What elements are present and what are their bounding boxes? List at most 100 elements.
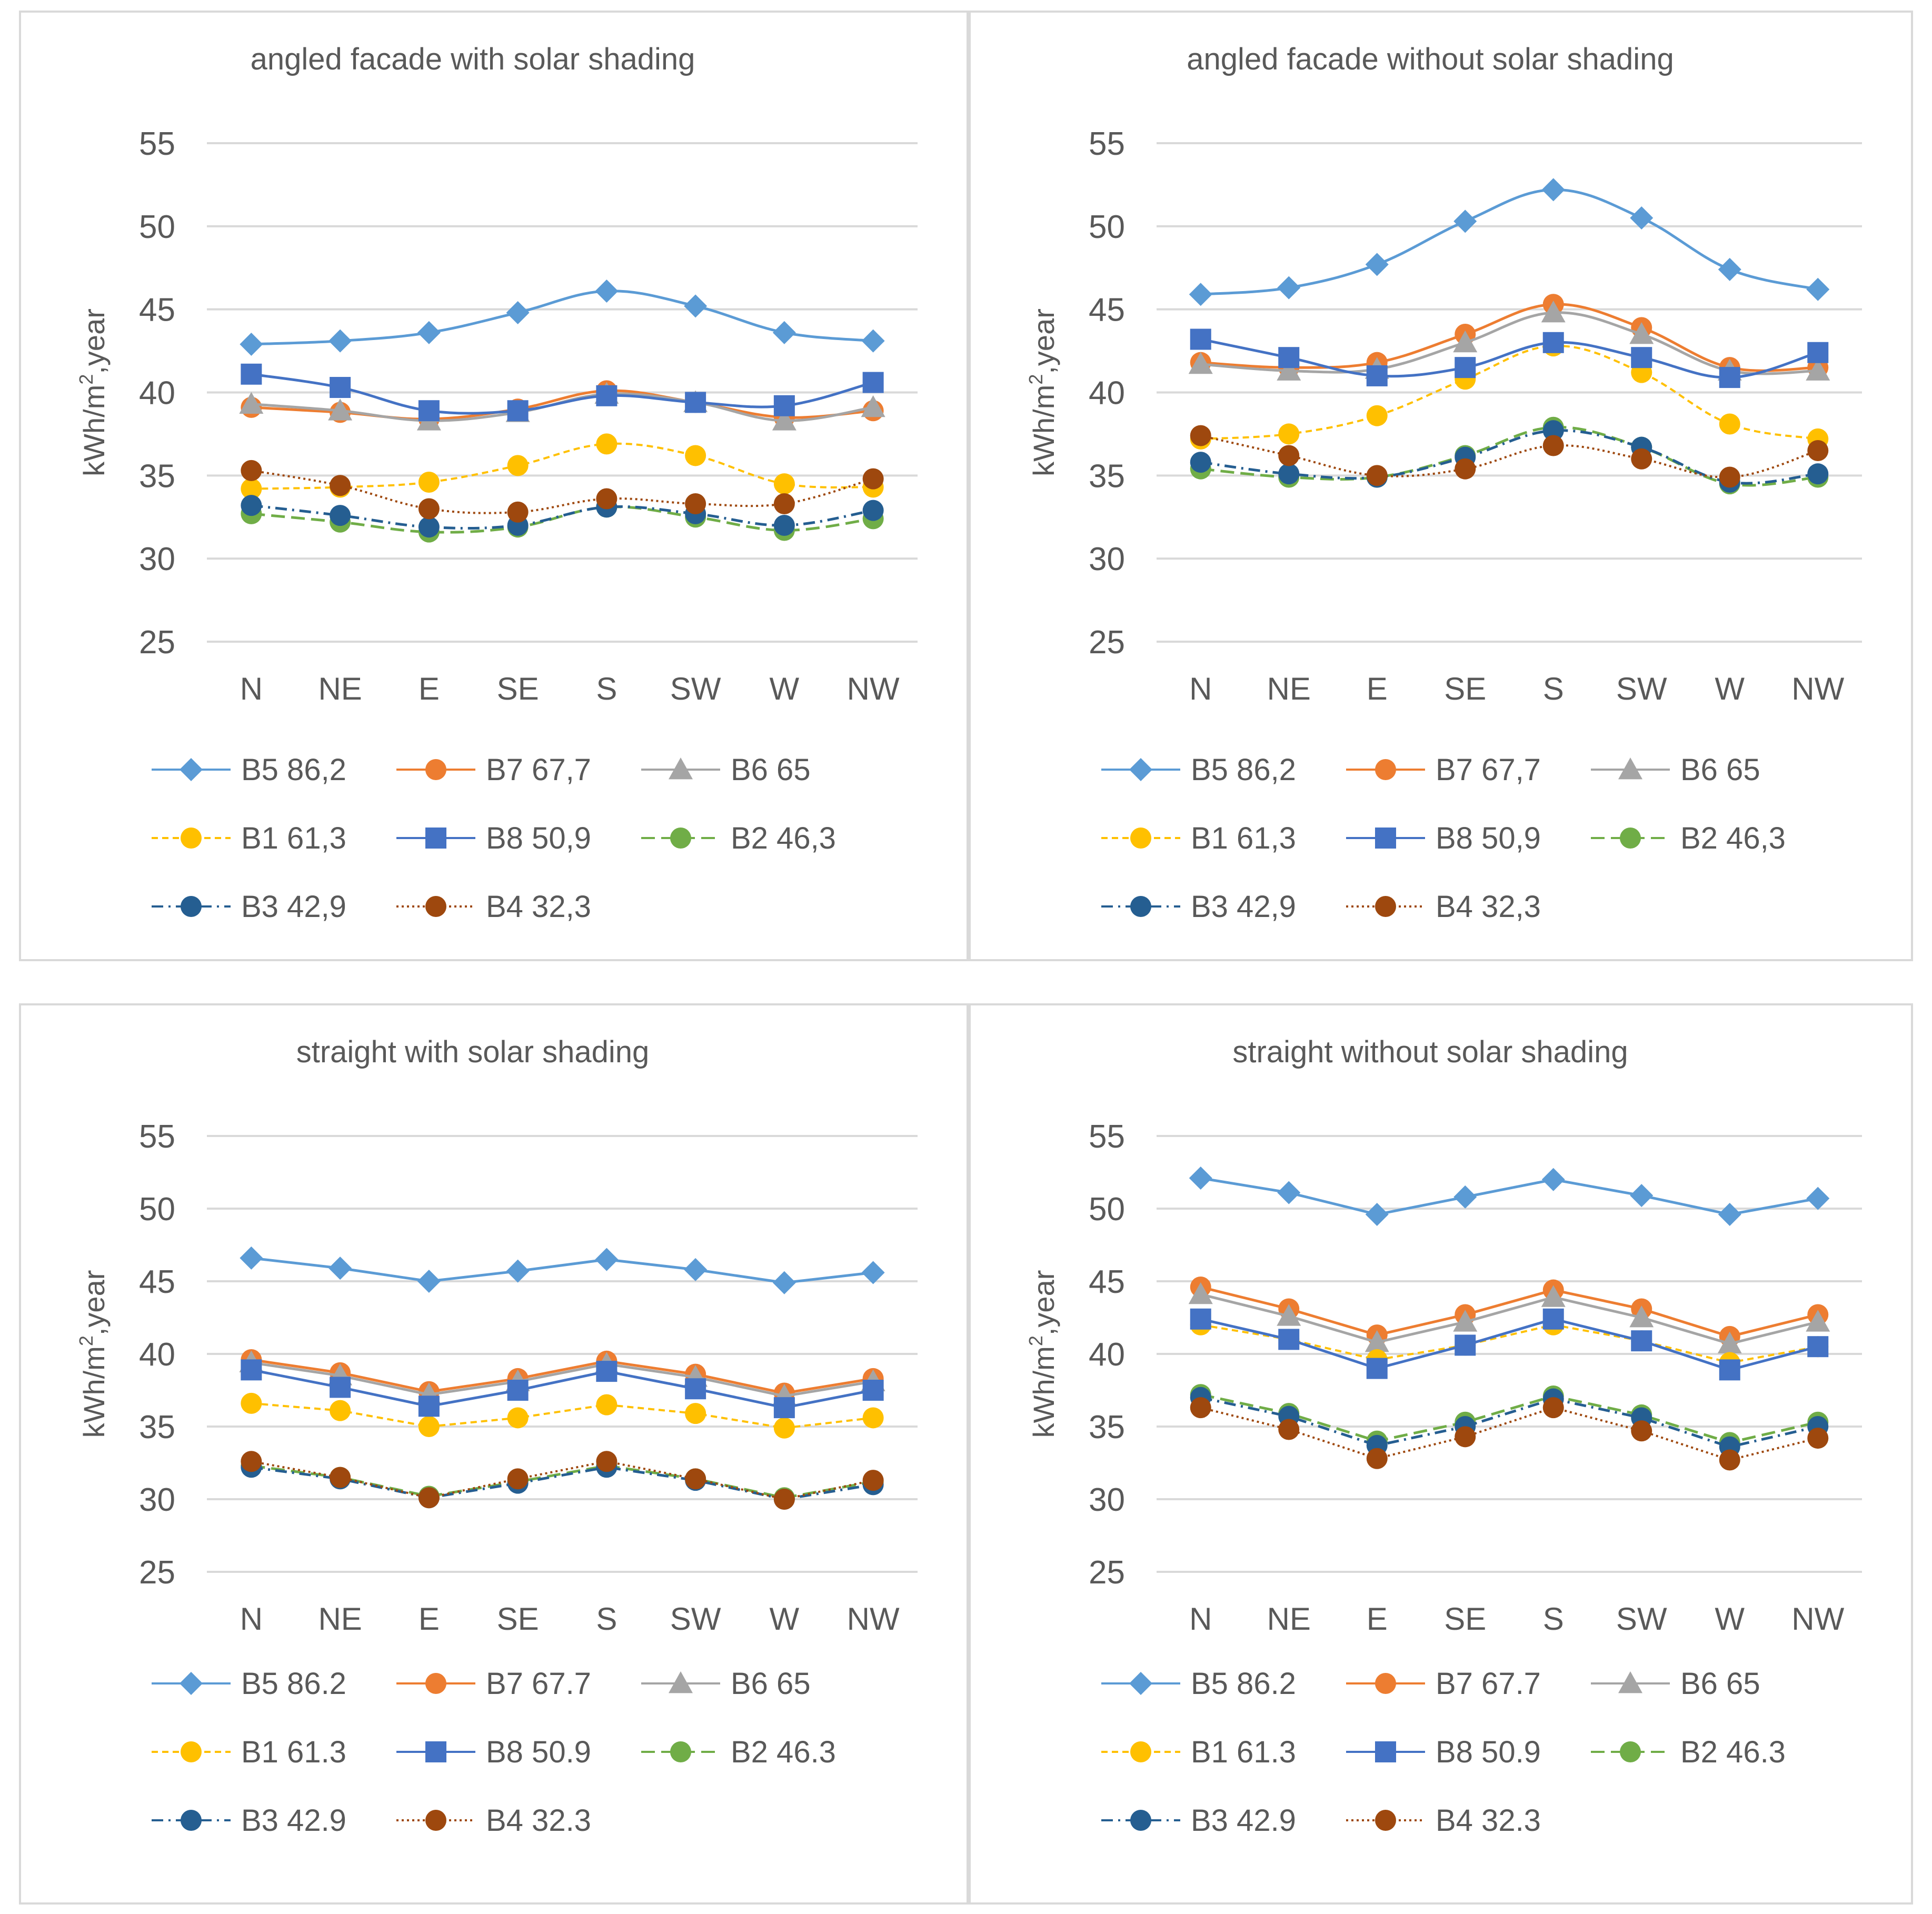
- data-point-B5: [506, 1259, 530, 1283]
- x-tick-label: SE: [1444, 671, 1486, 706]
- data-point-B6: [1365, 1330, 1389, 1352]
- data-point-B4: [596, 1451, 618, 1472]
- data-point-B5: [772, 321, 796, 344]
- series-line-B1: [1200, 345, 1818, 440]
- y-tick-label: 30: [139, 541, 175, 577]
- legend-entry-B1: B1 61.3: [152, 1735, 346, 1769]
- legend-marker: [1375, 1673, 1396, 1694]
- data-point-B3: [1542, 420, 1564, 442]
- data-point-B8: [1455, 357, 1476, 378]
- x-tick-label: NW: [847, 1601, 900, 1637]
- data-point-B6: [1717, 1331, 1742, 1354]
- legend-entry-B7: B7 67,7: [1346, 753, 1541, 787]
- series-line-B2: [1200, 1393, 1818, 1444]
- y-tick-label: 45: [139, 292, 175, 328]
- series-B6: [1188, 1282, 1830, 1354]
- data-point-B4: [1366, 465, 1388, 486]
- legend-entry-B1: B1 61,3: [1101, 821, 1296, 855]
- data-point-B4: [330, 1467, 351, 1488]
- y-axis-title: kWh/m2,year: [1025, 308, 1060, 476]
- legend-marker: [670, 828, 691, 849]
- legend-label: B1 61.3: [1191, 1735, 1296, 1769]
- legend-label: B6 65: [1680, 753, 1760, 787]
- x-tick-label: N: [1189, 1601, 1212, 1637]
- data-point-B8: [1366, 365, 1388, 386]
- data-point-B3: [1278, 463, 1300, 485]
- legend-label: B7 67,7: [486, 753, 591, 787]
- data-point-B8: [330, 1377, 351, 1398]
- data-point-B4: [1719, 1449, 1740, 1471]
- series-B5: [1189, 1167, 1830, 1227]
- data-point-B4: [1366, 1448, 1388, 1469]
- data-point-B5: [1453, 210, 1477, 233]
- data-point-B5: [684, 1258, 708, 1281]
- legend-entry-B4: B4 32,3: [396, 890, 591, 924]
- legend-marker: [1375, 896, 1396, 917]
- data-point-B1: [330, 1400, 351, 1421]
- data-point-B6: [1277, 358, 1301, 381]
- data-point-B4: [1807, 440, 1829, 461]
- legend-marker: [1129, 758, 1152, 781]
- legend-label: B2 46,3: [1680, 821, 1786, 855]
- y-tick-label: 50: [1089, 209, 1125, 245]
- data-point-B5: [1453, 1185, 1477, 1209]
- legend-entry-B1: B1 61.3: [1101, 1735, 1296, 1769]
- series-line-B2: [251, 505, 873, 534]
- series-B5: [240, 1246, 885, 1294]
- y-axis-unit-tail: ,year: [77, 308, 111, 374]
- legend-label: B3 42.9: [241, 1803, 346, 1838]
- legend-label: B6 65: [731, 1667, 811, 1701]
- legend-marker: [425, 1673, 446, 1694]
- y-tick-label: 40: [1089, 1337, 1125, 1373]
- series-B5: [1189, 178, 1830, 306]
- data-point-B4: [507, 501, 529, 523]
- data-point-B5: [1630, 1184, 1654, 1208]
- series-line-B3: [1200, 1396, 1818, 1449]
- data-point-B8: [507, 400, 529, 422]
- x-tick-label: S: [596, 1601, 617, 1637]
- data-point-B4: [1719, 466, 1740, 488]
- data-point-B4: [862, 1470, 884, 1491]
- legend-label: B7 67.7: [486, 1667, 591, 1701]
- x-tick-label: SW: [670, 1601, 721, 1637]
- x-tick-label: W: [770, 671, 800, 706]
- data-point-B1: [1278, 423, 1300, 445]
- data-point-B8: [1542, 332, 1564, 353]
- series-line-B8: [1200, 338, 1818, 379]
- legend-label: B5 86.2: [241, 1667, 346, 1701]
- y-tick-label: 50: [139, 1191, 175, 1228]
- y-tick-label: 30: [1089, 541, 1125, 577]
- y-axis-unit: kWh/m: [77, 385, 111, 476]
- data-point-B6: [1453, 1310, 1478, 1332]
- data-point-B6: [1188, 1282, 1213, 1304]
- series-line-B6: [251, 1361, 874, 1398]
- data-point-B4: [685, 493, 706, 514]
- data-point-B5: [417, 1270, 441, 1293]
- data-point-B4: [507, 1468, 529, 1490]
- legend-label: B8 50,9: [1436, 821, 1541, 855]
- y-tick-label: 35: [1089, 458, 1125, 494]
- data-point-B5: [240, 1246, 263, 1270]
- data-point-B6: [1541, 300, 1566, 323]
- data-point-B6: [1629, 322, 1654, 344]
- legend-entry-B2: B2 46.3: [641, 1735, 836, 1769]
- data-point-B4: [1278, 1419, 1300, 1440]
- y-axis-unit-tail: ,year: [1027, 308, 1060, 374]
- data-point-B4: [1190, 425, 1211, 446]
- x-tick-label: NW: [847, 671, 900, 706]
- legend-entry-B6: B6 65: [641, 753, 811, 787]
- series-line-B5: [1200, 1177, 1818, 1216]
- data-point-B3: [330, 505, 351, 526]
- legend-marker: [181, 1741, 202, 1762]
- series-line-B7: [251, 1358, 874, 1395]
- y-tick-label: 30: [1089, 1482, 1125, 1518]
- data-point-B8: [596, 1361, 618, 1382]
- y-tick-label: 55: [139, 1119, 175, 1155]
- data-point-B3: [1807, 463, 1829, 485]
- x-tick-label: SW: [670, 671, 721, 706]
- legend-entry-B4: B4 32.3: [396, 1803, 591, 1838]
- legend-marker: [425, 759, 446, 780]
- legend-label: B5 86.2: [1191, 1667, 1296, 1701]
- data-point-B8: [507, 1380, 529, 1401]
